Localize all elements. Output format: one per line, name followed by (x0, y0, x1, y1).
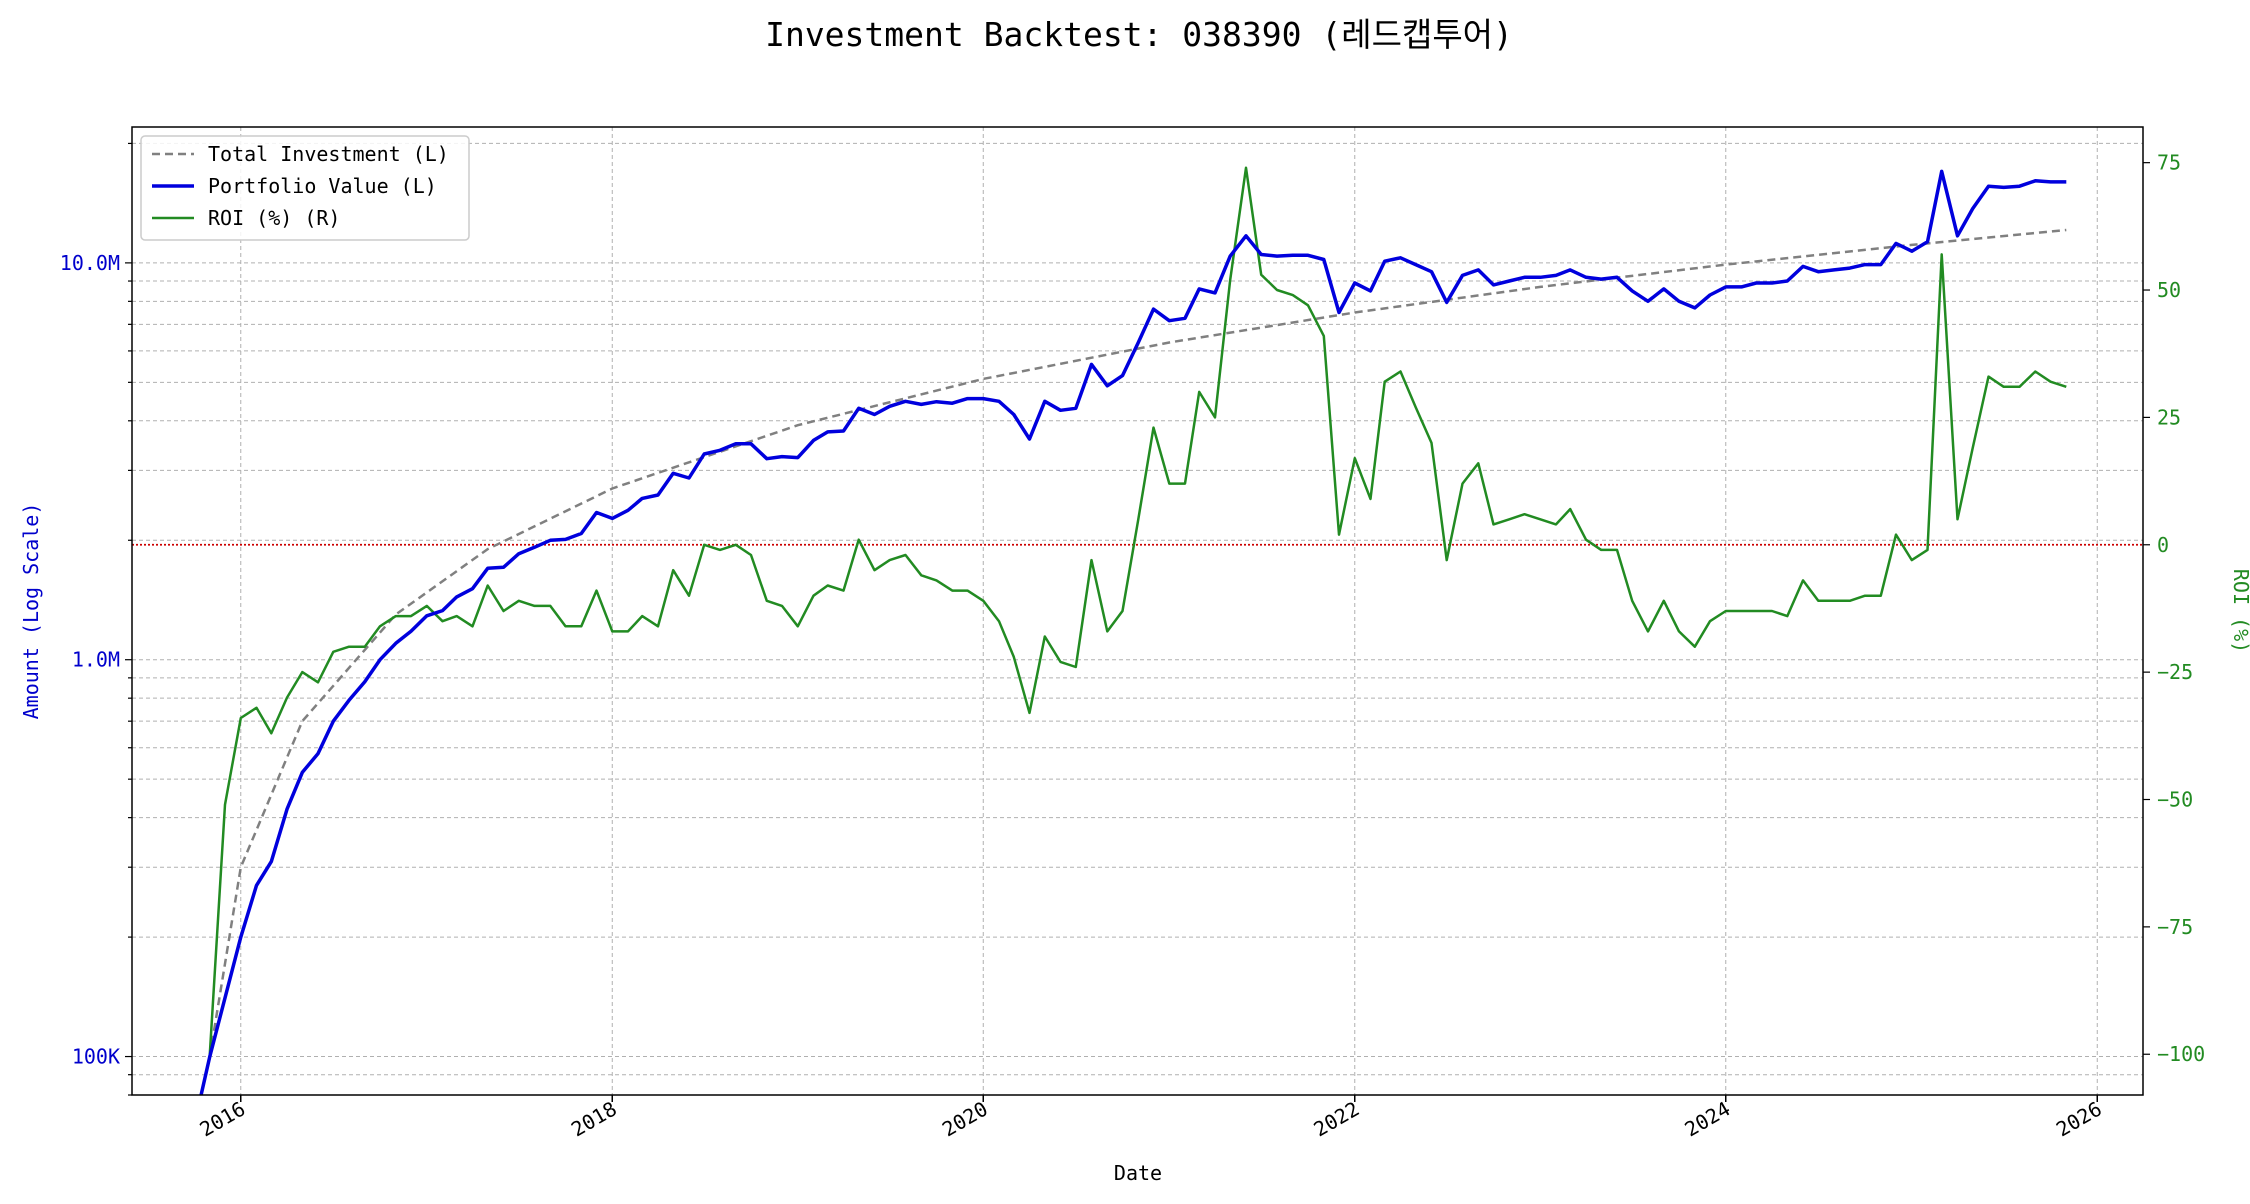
legend-label-total-investment: Total Investment (L) (208, 142, 449, 166)
right-tick-label: 75 (2157, 151, 2181, 175)
series-layer (199, 166, 2067, 1096)
legend-box (140, 135, 470, 241)
chart-title: Investment Backtest: 038390 (레드캡투어) (765, 15, 1513, 54)
plot-frame (131, 126, 2144, 1096)
right-tick-label: −25 (2157, 660, 2193, 684)
right-tick-label: −75 (2157, 915, 2193, 939)
right-tick-label: −50 (2157, 788, 2193, 812)
left-tick-label: 1.0M (72, 648, 120, 672)
left-y-axis: 100K 1.0M 10.0M (60, 142, 132, 1096)
right-tick-label: −100 (2157, 1042, 2205, 1066)
legend-label-portfolio-value: Portfolio Value (L) (208, 174, 437, 198)
left-tick-label: 10.0M (60, 251, 120, 275)
roi-line (208, 166, 2067, 1055)
right-tick-label: 50 (2157, 278, 2181, 302)
left-y-axis-label: Amount (Log Scale) (19, 503, 43, 720)
right-tick-label: 25 (2157, 405, 2181, 429)
x-axis-label: Date (1114, 1161, 1162, 1185)
right-y-axis-label: ROI (%) (2229, 569, 2250, 653)
portfolio-value-line (199, 169, 2067, 1096)
legend: Total Investment (L) Portfolio Value (L)… (140, 135, 470, 241)
left-tick-label: 100K (72, 1045, 120, 1069)
right-y-axis: −100 −75 −50 −25 0 25 50 75 (2143, 151, 2205, 1066)
legend-label-roi: ROI (%) (R) (208, 206, 340, 230)
right-tick-label: 0 (2157, 533, 2169, 557)
total-investment-line (208, 228, 2067, 1057)
